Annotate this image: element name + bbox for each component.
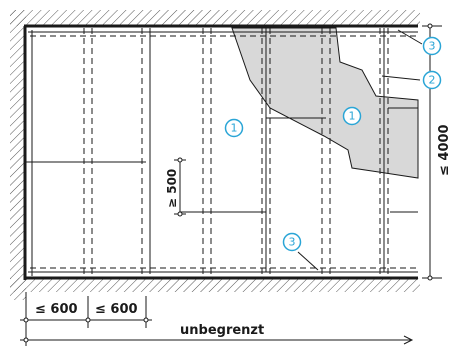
- dimension-500-label: ≥ 500: [165, 169, 179, 208]
- callout-2: 2: [422, 70, 442, 90]
- callout-3b: 3: [282, 232, 302, 252]
- callout-1a-label: 1: [231, 122, 238, 135]
- stud: [379, 28, 389, 276]
- callout-3a: 3: [422, 36, 442, 56]
- hatched-walls: [10, 10, 420, 300]
- board-joints: [26, 28, 418, 272]
- callout-3a-label: 3: [429, 40, 436, 53]
- dimension-length: [20, 328, 414, 346]
- frame-outline: [23, 24, 418, 280]
- stud: [261, 28, 271, 276]
- callout-1b: 1: [342, 106, 362, 126]
- top-wall-hatch: [10, 10, 420, 26]
- dimension-spacing-1-label: ≤ 600: [35, 302, 78, 317]
- callout-1a: 1: [224, 118, 244, 138]
- dimension-500: [174, 157, 186, 217]
- dimension-height-label: ≤ 4000: [437, 124, 452, 176]
- callout-1b-label: 1: [349, 110, 356, 123]
- dashed-runners: [30, 35, 418, 269]
- stud: [202, 28, 212, 276]
- callout-2-label: 2: [429, 74, 436, 87]
- dimension-spacing: [20, 292, 152, 328]
- dimension-length-label: unbegrenzt: [180, 323, 264, 338]
- leader-lines: [297, 29, 423, 271]
- bottom-wall-hatch: [10, 278, 420, 292]
- dimension-spacing-2-label: ≤ 600: [95, 302, 138, 317]
- left-wall-hatch: [10, 10, 26, 300]
- dimension-height: [422, 23, 442, 281]
- callout-3b-label: 3: [289, 236, 296, 249]
- stud: [321, 28, 331, 276]
- stud: [83, 28, 93, 276]
